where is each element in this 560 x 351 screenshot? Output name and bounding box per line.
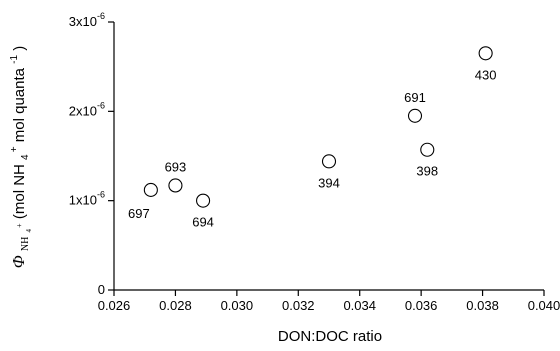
- data-point-label: 394: [318, 175, 340, 190]
- y-title-quanta-sup: -1: [9, 54, 20, 63]
- y-title-phi-sub-sup: +: [15, 223, 24, 228]
- x-tick-label: 0.030: [221, 298, 254, 313]
- data-point-label: 430: [475, 67, 497, 82]
- data-points: [143, 46, 493, 208]
- y-tick-base: 1x10: [69, 193, 97, 208]
- x-ticks: 0.026 0.028 0.030 0.032 0.034 0.036 0.038 0.040: [98, 290, 560, 313]
- x-tick-label: 0.038: [466, 298, 499, 313]
- data-point: [321, 154, 337, 169]
- x-tick-label: 0.036: [405, 298, 438, 313]
- x-tick-label: 0.034: [343, 298, 376, 313]
- data-point-label: 691: [404, 90, 426, 105]
- data-point: [420, 142, 435, 157]
- point-labels: 697 693 694 394 691 398 430: [128, 67, 496, 229]
- y-title-phi-sub-sub: 4: [25, 229, 33, 233]
- data-point-label: 693: [165, 159, 187, 174]
- y-title-nh4-sup: +: [9, 146, 20, 152]
- data-point: [478, 46, 493, 61]
- y-tick-exponent: -6: [97, 190, 105, 200]
- y-axis-title: Φ NH 4 + (mol NH 4 + mol quanta -1 ): [4, 46, 35, 269]
- y-tick-exponent: -6: [97, 100, 105, 110]
- y-title-phi-sub: NH: [20, 237, 31, 251]
- y-tick-label: 2x10-6: [69, 100, 105, 118]
- y-tick-label: 0: [98, 282, 105, 297]
- y-tick-base: 2x10: [69, 103, 97, 118]
- y-title-mid: mol quanta: [11, 67, 28, 142]
- y-tick-base: 0: [98, 282, 105, 297]
- data-point-label: 398: [416, 164, 438, 179]
- data-point-label: 694: [192, 215, 214, 230]
- data-point: [196, 193, 211, 208]
- data-point: [143, 182, 158, 197]
- y-tick-exponent: -6: [97, 11, 105, 21]
- x-tick-label: 0.040: [528, 298, 560, 313]
- x-tick-label: 0.028: [159, 298, 192, 313]
- y-title-open: (mol NH: [11, 164, 28, 219]
- x-tick-label: 0.032: [282, 298, 315, 313]
- x-tick-label: 0.026: [98, 298, 131, 313]
- y-tick-base: 3x10: [69, 14, 97, 29]
- data-point-label: 697: [128, 206, 150, 221]
- data-point: [168, 178, 183, 193]
- y-tick-label: 1x10-6: [69, 190, 105, 208]
- y-title-nh4-sub: 4: [20, 154, 31, 160]
- y-tick-label: 3x10-6: [69, 11, 105, 29]
- x-axis-title: DON:DOC ratio: [278, 328, 382, 345]
- axes: [113, 22, 544, 291]
- y-title-close: ): [11, 46, 28, 51]
- y-title-phi: Φ: [9, 255, 28, 268]
- data-point: [407, 108, 423, 123]
